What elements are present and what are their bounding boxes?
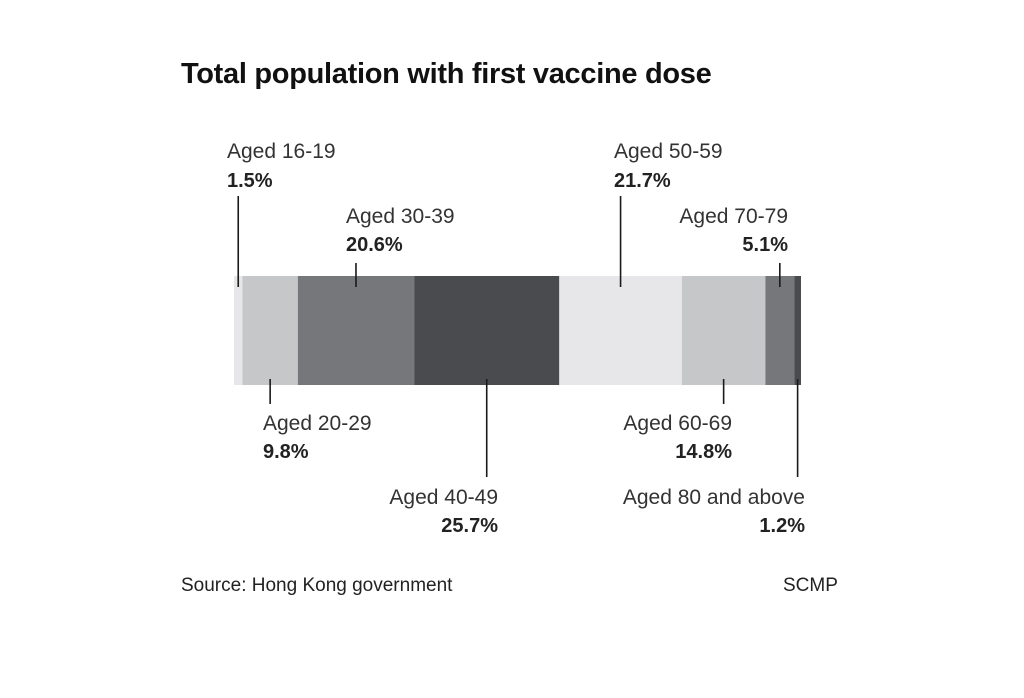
bar-segment-aged-20-29 (242, 276, 298, 385)
bar-segment-aged-40-49 (414, 276, 560, 385)
category-label-aged-50-59: Aged 50-59 (614, 140, 723, 163)
value-label-aged-80-and-above: 1.2% (759, 515, 805, 537)
value-label-aged-20-29: 9.8% (263, 441, 309, 463)
category-label-aged-70-79: Aged 70-79 (679, 205, 788, 228)
bar-segment-aged-50-59 (559, 276, 682, 385)
value-label-aged-60-69: 14.8% (675, 441, 732, 463)
bar-segment-aged-60-69 (681, 276, 766, 385)
bar-segment-aged-16-19 (234, 276, 243, 385)
value-label-aged-30-39: 20.6% (346, 234, 403, 256)
bar-segment-aged-80-and-above (794, 276, 801, 385)
category-label-aged-30-39: Aged 30-39 (346, 205, 455, 228)
value-label-aged-50-59: 21.7% (614, 170, 671, 192)
credit: SCMP (783, 575, 838, 596)
bar-segment-aged-70-79 (765, 276, 795, 385)
category-label-aged-20-29: Aged 20-29 (263, 412, 372, 435)
category-label-aged-80-and-above: Aged 80 and above (623, 486, 805, 509)
value-label-aged-70-79: 5.1% (742, 234, 788, 256)
category-label-aged-60-69: Aged 60-69 (623, 412, 732, 435)
chart-title: Total population with first vaccine dose (181, 58, 712, 90)
bar-segment-aged-30-39 (297, 276, 415, 385)
value-label-aged-40-49: 25.7% (441, 515, 498, 537)
value-label-aged-16-19: 1.5% (227, 170, 273, 192)
category-label-aged-16-19: Aged 16-19 (227, 140, 336, 163)
category-label-aged-40-49: Aged 40-49 (389, 486, 498, 509)
source-note: Source: Hong Kong government (181, 575, 453, 596)
